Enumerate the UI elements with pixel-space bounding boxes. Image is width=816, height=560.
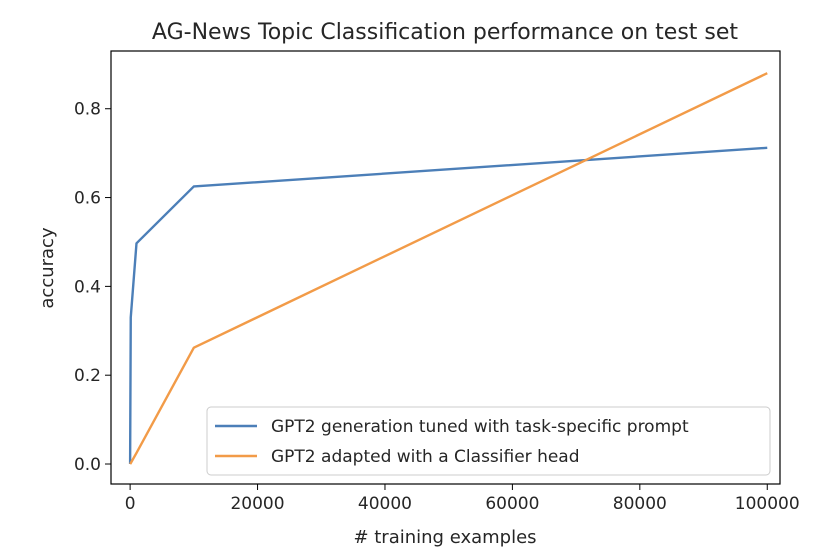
y-tick-label: 0.4 xyxy=(74,277,101,297)
y-tick-label: 0.8 xyxy=(74,100,101,120)
x-axis: 0 20000 40000 60000 80000 100000 xyxy=(125,484,800,514)
x-tick-label: 60000 xyxy=(485,494,539,514)
y-axis-label: accuracy xyxy=(37,227,58,309)
x-tick-label: 0 xyxy=(125,494,136,514)
x-tick-label: 20000 xyxy=(230,494,284,514)
series-line-2 xyxy=(129,72,768,465)
x-tick-label: 100000 xyxy=(735,494,800,514)
y-tick-label: 0.2 xyxy=(74,366,101,386)
legend-label-series-2: GPT2 adapted with a Classifier head xyxy=(271,447,580,467)
y-tick-label: 0.0 xyxy=(74,455,101,475)
legend-label-series-1: GPT2 generation tuned with task-specific… xyxy=(271,417,689,437)
legend: GPT2 generation tuned with task-specific… xyxy=(206,406,771,476)
x-tick-label: 80000 xyxy=(613,494,667,514)
x-axis-label: # training examples xyxy=(353,527,536,548)
legend-box xyxy=(206,406,771,476)
y-axis: 0.0 0.2 0.4 0.6 0.8 xyxy=(74,100,111,475)
chart-title: AG-News Topic Classification performance… xyxy=(152,20,739,45)
series-line-1 xyxy=(128,146,768,465)
y-tick-label: 0.6 xyxy=(74,189,101,209)
series-layer xyxy=(128,72,768,465)
x-tick-label: 40000 xyxy=(358,494,412,514)
plot-frame xyxy=(110,50,781,485)
